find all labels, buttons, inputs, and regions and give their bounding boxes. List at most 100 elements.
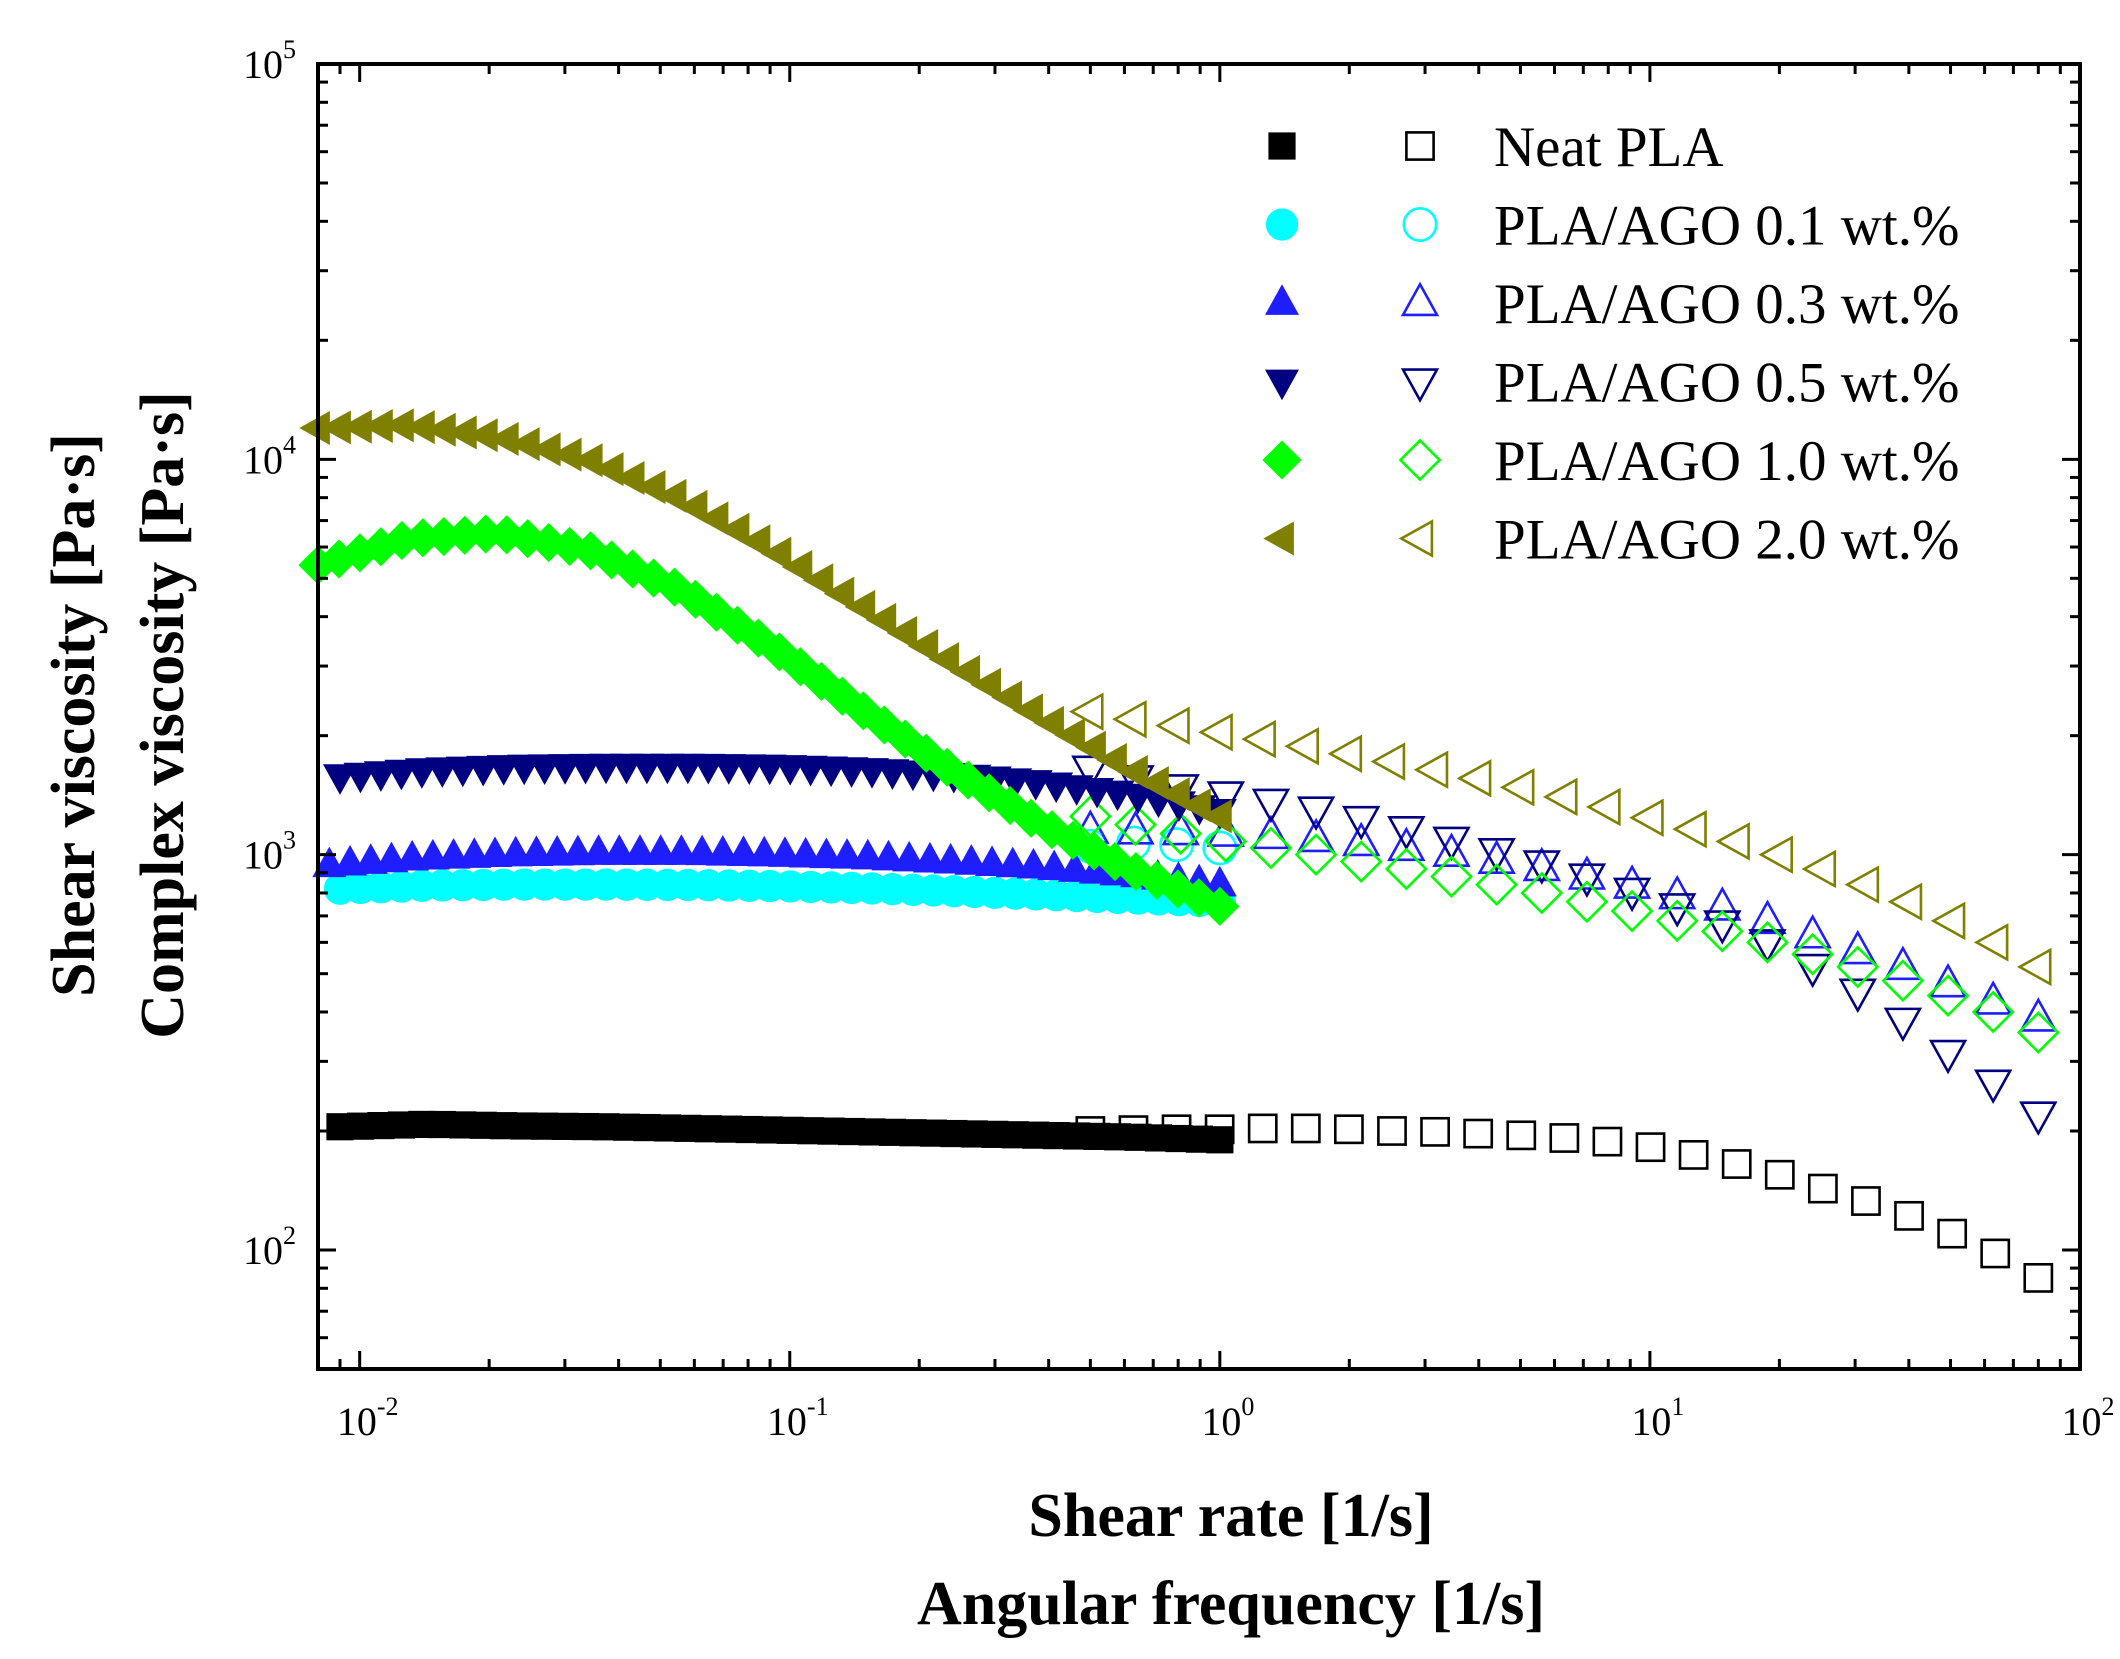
- shear-point: [718, 512, 750, 547]
- complex-point: [1342, 821, 1381, 857]
- y-tick-label: 105: [243, 35, 296, 87]
- shear-point: [739, 524, 771, 559]
- complex-point: [1155, 706, 1190, 745]
- complex-point: [1499, 768, 1535, 807]
- legend-item-pla-ago-0-3-wt: PLA/AGO 0.3 wt.%: [1265, 273, 1960, 336]
- legend: Neat PLA PLA/AGO 0.1 wt.% PLA/AGO 0.3 wt.%…: [1262, 116, 1960, 572]
- complex-point: [1296, 796, 1336, 831]
- shear-point: [550, 526, 590, 566]
- shear-point: [1033, 705, 1064, 740]
- complex-point: [1678, 1139, 1709, 1170]
- complex-point: [1432, 826, 1471, 862]
- complex-point: [1159, 812, 1203, 856]
- complex-point: [1700, 909, 1744, 953]
- complex-point: [1973, 923, 2009, 962]
- shear-point: [592, 540, 632, 580]
- shear-point: [780, 647, 820, 687]
- legend-filled-marker: [1263, 521, 1294, 556]
- complex-point: [1746, 920, 1789, 964]
- complex-point: [1928, 962, 1968, 998]
- complex-point: [1247, 1113, 1278, 1144]
- shear-point: [760, 536, 792, 571]
- legend-label: PLA/AGO 0.1 wt.%: [1494, 195, 1960, 258]
- shear-point: [697, 501, 729, 536]
- shear-point: [634, 558, 674, 598]
- shear-point: [341, 409, 372, 444]
- shear-point: [363, 761, 398, 792]
- y-axis-title-line1: Shear viscosity [Pa·s]: [40, 433, 108, 997]
- shear-point: [446, 415, 477, 450]
- y-tick-label: 104: [243, 430, 296, 482]
- legend-item-pla-ago-0-5-wt: PLA/AGO 0.5 wt.%: [1265, 352, 1960, 415]
- shear-point: [384, 759, 419, 791]
- complex-point: [1844, 865, 1880, 904]
- shear-point: [995, 846, 1030, 878]
- complex-point: [1973, 1069, 2013, 1105]
- shear-point: [1016, 847, 1051, 879]
- complex-point: [1198, 713, 1233, 752]
- shear-point: [530, 432, 561, 467]
- complex-point: [1327, 734, 1363, 773]
- complex-point: [1758, 835, 1793, 874]
- shear-point: [1202, 865, 1237, 897]
- shear-point: [907, 629, 939, 664]
- complex-point: [1413, 750, 1449, 789]
- complex-point: [2016, 1011, 2060, 1054]
- complex-point: [1928, 1039, 1968, 1075]
- complex-point: [1071, 755, 1110, 791]
- x-tick-label: 10-1: [767, 1392, 829, 1444]
- shear-point: [892, 840, 927, 872]
- complex-point: [1715, 822, 1750, 861]
- complex-point: [1161, 810, 1200, 846]
- shear-point: [970, 667, 1002, 702]
- legend-item-pla-ago-1-0-wt: PLA/AGO 1.0 wt.%: [1262, 430, 1960, 493]
- shear-point: [850, 838, 885, 870]
- complex-point: [2019, 997, 2058, 1032]
- complex-point: [1971, 990, 2015, 1034]
- legend-label: PLA/AGO 1.0 wt.%: [1494, 430, 1960, 493]
- complex-point: [1610, 889, 1654, 933]
- legend-open-marker: [1405, 131, 1435, 161]
- plot-frame: [316, 62, 2082, 1371]
- ticks-layer: 10-2 10-1 100 101 102 102 103 104 105: [243, 35, 2115, 1444]
- shear-point: [928, 642, 960, 677]
- shear-point: [404, 410, 435, 445]
- shear-point: [802, 563, 834, 598]
- complex-point: [1506, 1120, 1537, 1151]
- complex-point: [1793, 953, 1832, 989]
- legend-label: Neat PLA: [1494, 116, 1724, 179]
- complex-point: [1068, 692, 1104, 731]
- shear-point: [954, 844, 989, 875]
- complex-point: [1793, 913, 1832, 949]
- complex-point: [1475, 863, 1519, 906]
- legend-item-pla-ago-0-1-wt: PLA/AGO 0.1 wt.%: [1265, 195, 1960, 258]
- complex-point: [1721, 1149, 1752, 1179]
- shear-series-neat-pla: [326, 1110, 1234, 1154]
- shear-point: [1206, 1126, 1234, 1154]
- legend-label: PLA/AGO 0.5 wt.%: [1494, 352, 1960, 415]
- complex-point: [1294, 833, 1338, 877]
- complex-point: [1456, 759, 1492, 798]
- legend-filled-marker: [1268, 132, 1296, 160]
- complex-point: [1463, 1118, 1494, 1149]
- shear-point: [1054, 718, 1085, 753]
- complex-point: [1370, 742, 1406, 781]
- shear-point: [1057, 851, 1092, 882]
- shear-point: [1075, 730, 1106, 765]
- shear-point: [871, 839, 906, 871]
- complex-point: [1937, 1218, 1968, 1249]
- complex-point: [1206, 781, 1246, 816]
- shear-point: [844, 589, 876, 624]
- legend-label: PLA/AGO 0.3 wt.%: [1494, 273, 1960, 336]
- complex-point: [1204, 820, 1248, 863]
- complex-point: [1887, 882, 1923, 921]
- shear-point: [1117, 755, 1148, 790]
- shear-point: [425, 412, 456, 447]
- shear-point: [445, 515, 485, 555]
- shear-point: [383, 408, 414, 443]
- complex-point: [1251, 788, 1291, 824]
- complex-series-pla-ago-1-0-wt: [1068, 794, 2060, 1054]
- complex-series-pla-ago-2-0-wt: [1068, 692, 2052, 987]
- shear-point: [362, 409, 393, 444]
- shear-point: [991, 680, 1023, 715]
